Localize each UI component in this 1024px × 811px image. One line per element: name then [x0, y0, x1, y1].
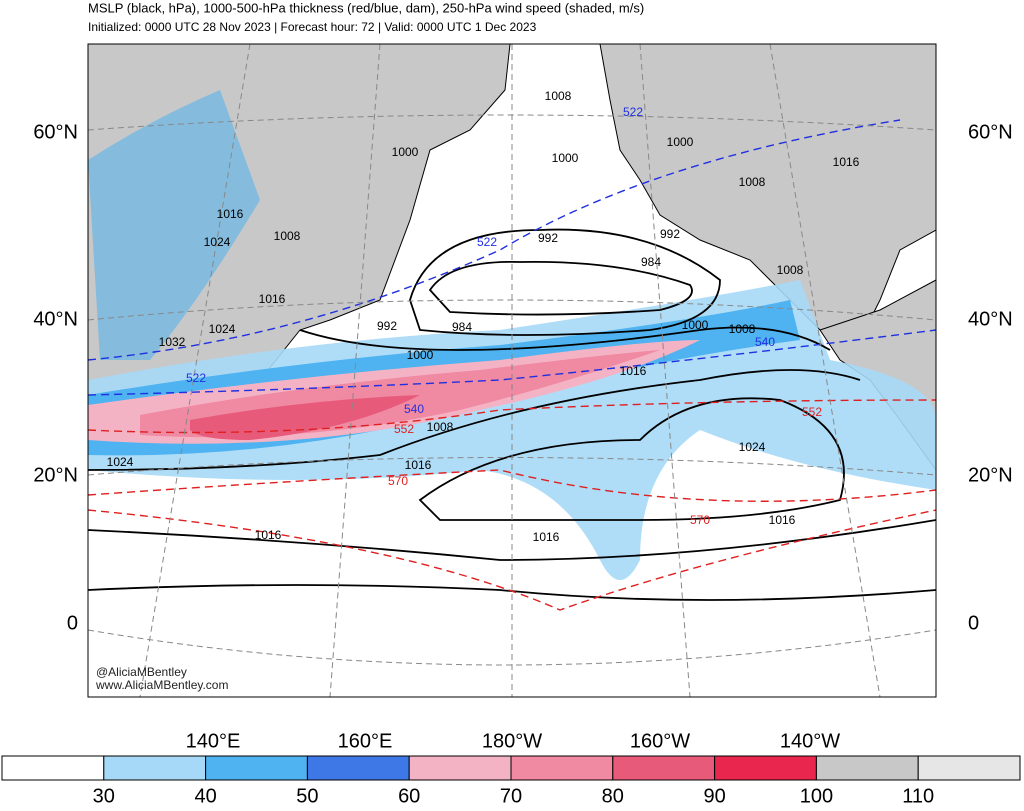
colorbar-label: 70 — [500, 785, 522, 806]
credit: @AliciaMBentley — [96, 665, 187, 679]
colorbar-box — [1, 755, 105, 781]
thickness-label: 570 — [388, 474, 408, 488]
lat-label: 20°N — [968, 464, 1013, 486]
pressure-label: 984 — [641, 255, 661, 269]
colorbar-box — [714, 755, 817, 781]
thickness-label: 552 — [394, 422, 414, 436]
lat-label: 40°N — [33, 308, 78, 330]
thickness-label: 540 — [755, 335, 775, 349]
pressure-label: 1008 — [545, 89, 572, 103]
pressure-label: 1000 — [407, 348, 434, 362]
colorbar-box — [917, 755, 1021, 781]
pressure-label: 1016 — [259, 292, 286, 306]
colorbar-label: 50 — [296, 785, 318, 806]
thickness-label: 522 — [186, 371, 206, 385]
colorbar-label: 100 — [800, 785, 833, 806]
pressure-label: 1024 — [739, 440, 766, 454]
lat-label: 20°N — [33, 464, 78, 486]
pressure-label: 984 — [452, 320, 472, 334]
lat-label: 0 — [968, 612, 979, 634]
colorbar-box — [612, 755, 716, 781]
lon-label: 160°W — [630, 730, 690, 752]
map-frame — [87, 43, 937, 698]
map — [88, 44, 936, 697]
pressure-label: 1024 — [209, 322, 236, 336]
title: MSLP (black, hPa), 1000-500-hPa thicknes… — [88, 0, 644, 15]
colorbar-box — [103, 755, 207, 781]
pressure-label: 992 — [538, 231, 558, 245]
thickness-label: 570 — [690, 513, 710, 527]
colorbar-label: 110 — [902, 785, 934, 806]
pressure-label: 1008 — [274, 229, 301, 243]
lat-label: 60°N — [33, 121, 78, 143]
thickness-label: 522 — [623, 105, 643, 119]
lat-label: 60°N — [968, 121, 1013, 143]
pressure-label: 1032 — [159, 335, 186, 349]
pressure-label: 1016 — [255, 528, 282, 542]
pressure-label: 1016 — [405, 458, 432, 472]
pressure-label: 1000 — [392, 145, 419, 159]
pressure-label: 1024 — [204, 235, 231, 249]
pressure-label: 1000 — [667, 135, 694, 149]
pressure-label: 1016 — [217, 207, 244, 221]
pressure-label: 1024 — [107, 455, 134, 469]
colorbar-box — [815, 755, 919, 781]
lon-label: 160°E — [338, 730, 393, 752]
thickness-label: 522 — [477, 235, 497, 249]
pressure-label: 1008 — [777, 263, 804, 277]
pressure-label: 1008 — [739, 175, 766, 189]
lat-label: 40°N — [968, 308, 1013, 330]
pressure-label: 1016 — [769, 513, 796, 527]
colorbar-label: 40 — [194, 785, 216, 806]
lon-label: 140°E — [186, 730, 241, 752]
pressure-label: 1000 — [682, 318, 709, 332]
pressure-label: 1016 — [833, 155, 860, 169]
colorbar-box — [205, 755, 308, 781]
colorbar-label: 60 — [398, 785, 420, 806]
pressure-label: 1016 — [620, 364, 647, 378]
pressure-label: 992 — [377, 319, 397, 333]
pressure-label: 1016 — [533, 530, 560, 544]
lat-label: 0 — [67, 612, 78, 634]
colorbar-label: 80 — [602, 785, 624, 806]
pressure-label: 1000 — [552, 151, 579, 165]
colorbar-box — [408, 755, 512, 781]
lon-label: 140°W — [780, 730, 840, 752]
thickness-label: 552 — [802, 405, 822, 419]
subtitle: Initialized: 0000 UTC 28 Nov 2023 | Fore… — [88, 20, 537, 34]
colorbar-label: 30 — [93, 785, 115, 806]
colorbar-box — [306, 755, 410, 781]
pressure-label: 1008 — [729, 322, 756, 336]
lon-label: 180°W — [482, 730, 542, 752]
colorbar-box — [510, 755, 614, 781]
credit: www.AliciaMBentley.com — [95, 678, 228, 692]
colorbar-label: 90 — [703, 785, 725, 806]
pressure-label: 1008 — [427, 420, 454, 434]
thickness-label: 540 — [404, 402, 424, 416]
pressure-label: 992 — [660, 227, 680, 241]
